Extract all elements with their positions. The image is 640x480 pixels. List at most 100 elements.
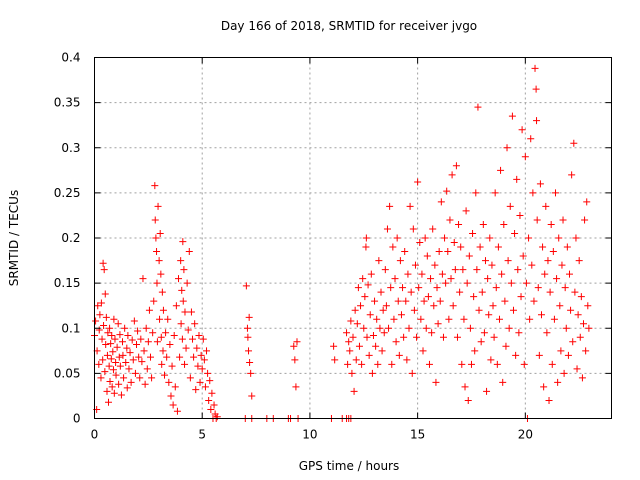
data-point <box>476 243 484 251</box>
data-point <box>519 252 527 260</box>
data-point <box>97 374 105 382</box>
data-point <box>509 306 517 314</box>
data-point <box>104 329 112 337</box>
x-tick-label: 0 <box>91 428 99 442</box>
data-point <box>483 387 491 395</box>
data-point <box>368 369 376 377</box>
data-point <box>542 202 550 210</box>
data-point <box>480 329 488 337</box>
data-point <box>101 368 109 376</box>
data-point <box>430 302 438 310</box>
data-point <box>199 335 207 343</box>
data-point <box>144 338 152 346</box>
data-point <box>290 342 298 350</box>
data-point <box>517 293 525 301</box>
data-point <box>374 360 382 368</box>
data-point <box>446 216 454 224</box>
data-point <box>448 171 456 179</box>
data-point <box>133 340 141 348</box>
data-point <box>187 308 195 316</box>
y-tick-label: 0.35 <box>54 96 81 110</box>
data-point <box>559 216 567 224</box>
data-point <box>196 378 204 386</box>
data-point <box>557 347 565 355</box>
data-point <box>153 248 161 256</box>
data-point <box>180 266 188 274</box>
data-point <box>394 297 402 305</box>
data-point <box>549 248 557 256</box>
data-point <box>372 342 380 350</box>
data-point <box>150 297 158 305</box>
data-point <box>185 248 193 256</box>
data-point <box>155 257 163 265</box>
data-point <box>386 202 394 210</box>
data-point <box>152 234 160 242</box>
data-point <box>484 275 492 283</box>
data-point <box>351 306 359 314</box>
data-point <box>417 315 425 323</box>
data-point <box>497 166 505 174</box>
data-point <box>474 103 482 111</box>
data-point <box>404 270 412 278</box>
data-point <box>167 392 175 400</box>
data-point <box>576 333 584 341</box>
data-point <box>331 356 339 364</box>
data-point <box>569 338 577 346</box>
data-point <box>99 356 107 364</box>
data-point <box>363 333 371 341</box>
data-point <box>171 383 179 391</box>
data-point <box>108 331 116 339</box>
data-point <box>516 211 524 219</box>
data-point <box>494 243 502 251</box>
data-point <box>115 380 123 388</box>
data-point <box>148 374 156 382</box>
data-point <box>514 266 522 274</box>
data-point <box>349 333 357 341</box>
data-point <box>515 329 523 337</box>
data-point <box>100 266 108 274</box>
data-point <box>189 335 197 343</box>
data-point <box>162 329 170 337</box>
data-point <box>94 302 102 310</box>
data-point <box>242 282 250 290</box>
data-point <box>112 359 120 367</box>
data-point <box>203 347 211 355</box>
data-point <box>117 391 125 399</box>
data-point <box>126 349 134 357</box>
data-point <box>354 284 362 292</box>
data-point <box>102 313 110 321</box>
data-point <box>522 279 530 287</box>
data-point <box>528 261 536 269</box>
data-point <box>486 234 494 242</box>
data-point <box>582 347 590 355</box>
data-point <box>246 359 254 367</box>
data-point <box>97 299 105 307</box>
data-point <box>534 284 542 292</box>
data-point <box>550 315 558 323</box>
data-point <box>183 279 191 287</box>
data-point <box>345 338 353 346</box>
data-point <box>521 153 529 161</box>
data-point <box>419 347 427 355</box>
data-point <box>418 270 426 278</box>
data-point <box>98 335 106 343</box>
x-axis: 0 5 10 15 20 <box>91 57 533 442</box>
data-point <box>553 275 561 283</box>
data-point <box>194 362 202 370</box>
data-point <box>128 336 136 344</box>
data-point <box>142 324 150 332</box>
data-point <box>434 320 442 328</box>
data-point <box>135 353 143 361</box>
data-point <box>526 315 534 323</box>
data-point <box>92 317 100 325</box>
data-point <box>498 270 506 278</box>
data-point <box>375 257 383 265</box>
data-point <box>145 306 153 314</box>
data-point <box>399 284 407 292</box>
data-point <box>472 189 480 197</box>
data-point <box>138 358 146 366</box>
data-point <box>124 331 132 339</box>
data-point <box>151 216 159 224</box>
data-point <box>330 342 338 350</box>
data-point <box>168 362 176 370</box>
